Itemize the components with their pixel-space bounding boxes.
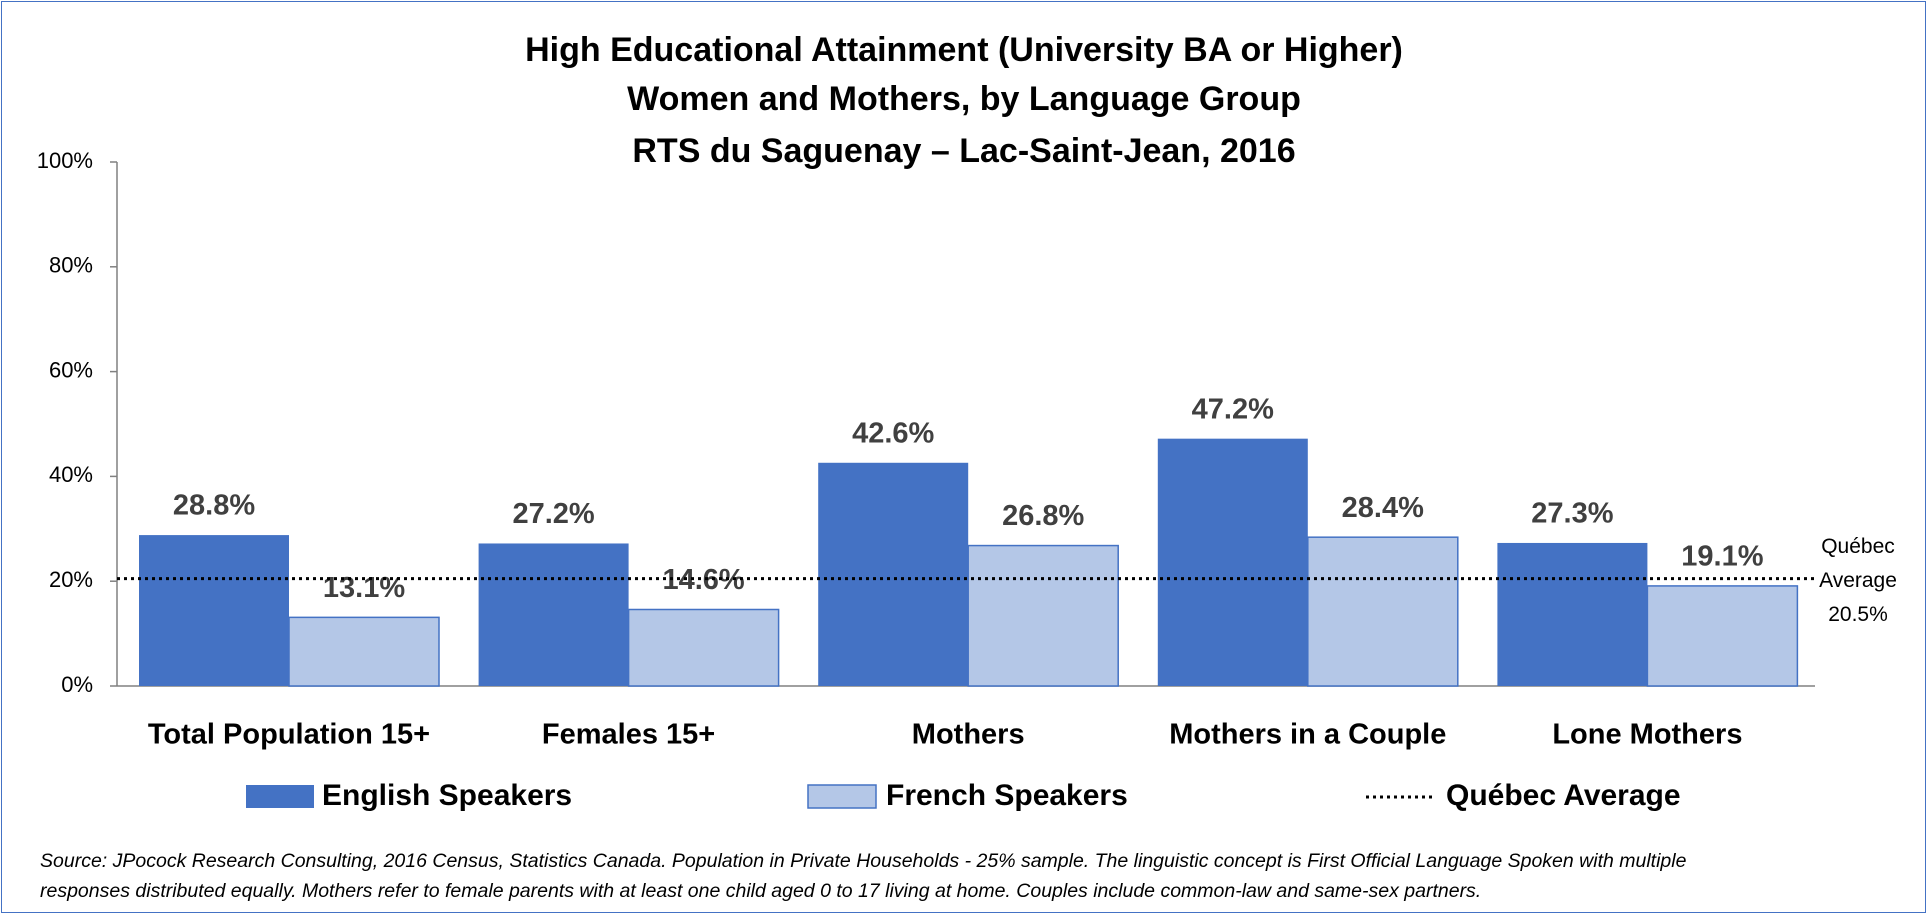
reference-value: 20.5% [1828, 603, 1888, 626]
chart-title: High Educational Attainment (University … [525, 31, 1403, 69]
x-tick-label: Lone Mothers [1552, 719, 1742, 751]
y-tick-label: 40% [49, 462, 93, 487]
bar [1307, 536, 1459, 687]
value-label: 28.4% [1342, 492, 1424, 524]
value-label: 27.2% [512, 498, 594, 530]
legend-label: Québec Average [1446, 779, 1681, 812]
value-label: 26.8% [1002, 500, 1084, 532]
legend-swatch [246, 785, 314, 808]
x-tick-label: Mothers [912, 719, 1025, 751]
chart-title: Women and Mothers, by Language Group [627, 80, 1301, 118]
legend-label: French Speakers [886, 779, 1128, 812]
bar [967, 544, 1119, 687]
value-label: 27.3% [1531, 498, 1613, 530]
x-tick-label: Females 15+ [542, 719, 715, 751]
chart-title: RTS du Saguenay – Lac-Saint-Jean, 2016 [632, 132, 1295, 170]
bar [627, 608, 780, 687]
bar [1497, 542, 1648, 686]
value-label: 28.8% [173, 490, 255, 522]
value-label: 13.1% [323, 572, 405, 604]
bar [139, 535, 289, 686]
source-note: Source: JPocock Research Consulting, 201… [40, 850, 1687, 872]
value-label: 14.6% [662, 564, 744, 596]
bar [478, 543, 629, 686]
legend-swatch [807, 784, 877, 809]
bar [818, 462, 969, 686]
value-label: 47.2% [1192, 393, 1274, 425]
value-label: 19.1% [1681, 541, 1763, 573]
y-tick-label: 60% [49, 357, 93, 382]
bar [1157, 438, 1308, 686]
x-tick-label: Total Population 15+ [148, 719, 430, 751]
bar [1646, 585, 1799, 687]
value-label: 42.6% [852, 417, 934, 449]
bar [288, 616, 440, 687]
y-tick-label: 100% [37, 148, 93, 173]
legend-label: English Speakers [322, 779, 572, 812]
x-tick-label: Mothers in a Couple [1169, 719, 1446, 751]
y-tick-label: 80% [49, 253, 93, 278]
source-note: responses distributed equally. Mothers r… [40, 880, 1481, 902]
y-tick-label: 0% [61, 672, 93, 697]
y-tick-label: 20% [49, 567, 93, 592]
reference-annotation: Québec Average 20.5% [1808, 530, 1908, 632]
reference-name: Québec Average [1819, 535, 1897, 592]
